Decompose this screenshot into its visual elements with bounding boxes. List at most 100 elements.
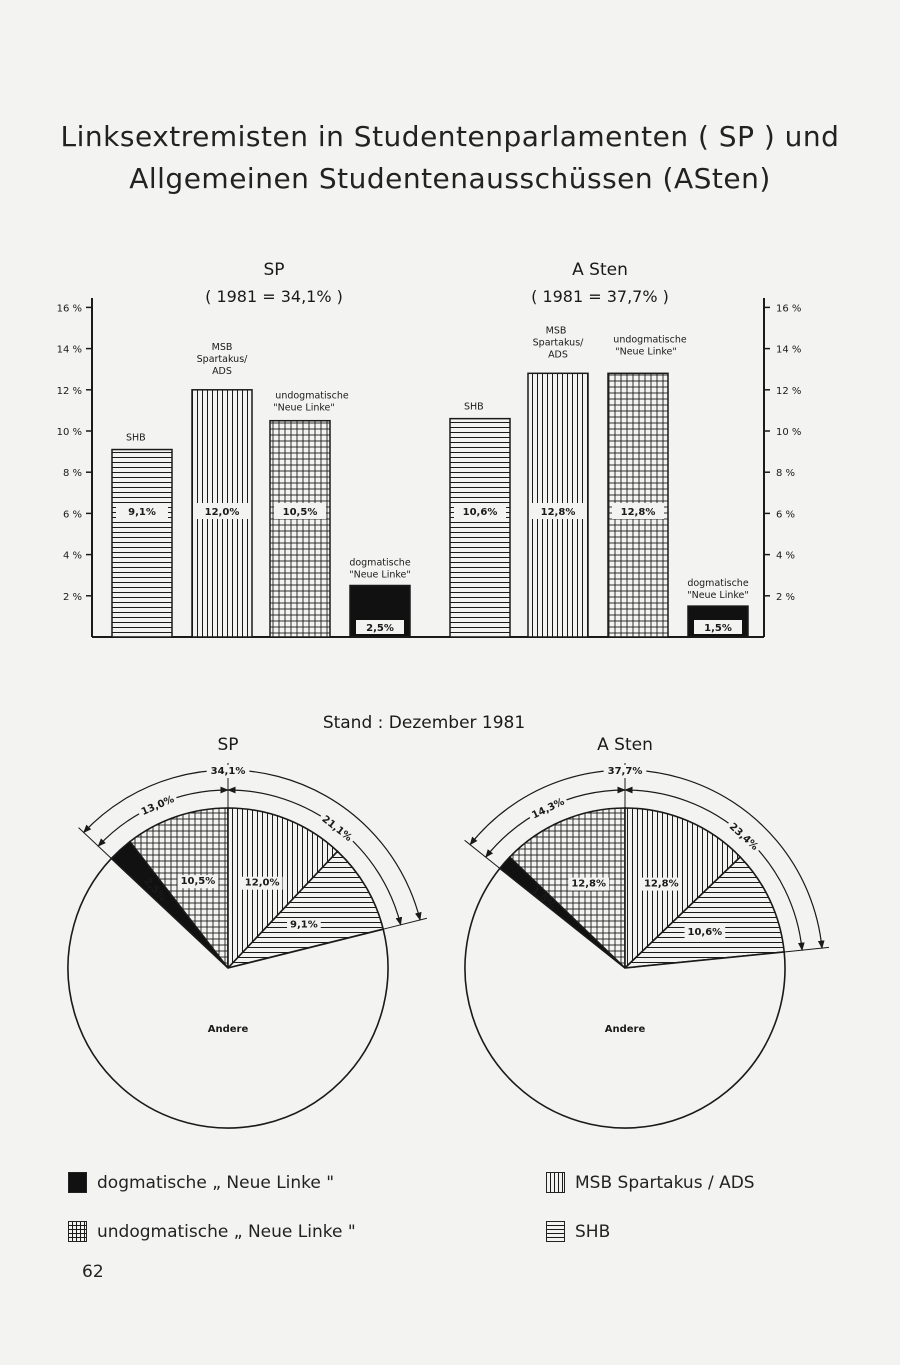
legend-item-shb: SHB [546, 1221, 610, 1242]
bar-value-box [692, 618, 744, 636]
pie-heading: A Sten [597, 735, 653, 755]
bar-category-label: undogmatische [275, 391, 349, 402]
bar-category-label: MSB [546, 325, 567, 336]
bar-category-label: Spartakus/ [533, 337, 585, 348]
pie-slice-label: Andere [605, 1024, 646, 1035]
pie-slice-andere [67, 857, 389, 1129]
y-tick-label-right: 10 % [776, 427, 801, 438]
pie-slice-label: 10,5% [181, 876, 216, 887]
pie-arc-left-label-bg [137, 792, 179, 820]
y-tick-label-right: 14 % [776, 345, 801, 356]
legend-swatch-grid [68, 1221, 87, 1242]
y-tick-label-left: 8 % [63, 468, 82, 479]
pie-slice-label: 10,6% [688, 927, 723, 938]
legend-label-dogmatische: dogmatische „ Neue Linke " [97, 1172, 335, 1193]
y-tick-label-right: 12 % [776, 386, 801, 397]
bar-value-label: 12,8% [621, 507, 656, 518]
pie-caption: Stand : Dezember 1981 [323, 713, 525, 733]
y-tick-label-left: 14 % [57, 345, 82, 356]
pie-total-label: 34,1% [211, 766, 246, 777]
bar-value-label: 2,5% [366, 623, 394, 634]
bar-group-subheading: ( 1981 = 34,1% ) [205, 287, 343, 306]
y-tick-label-left: 16 % [57, 303, 82, 314]
pie-total-label-bg [206, 765, 250, 778]
bar-value-label: 9,1% [128, 507, 156, 518]
y-tick-label-left: 10 % [57, 427, 82, 438]
pie-arc-left-label: 14,3% [530, 797, 566, 822]
legend-swatch-solid [68, 1172, 87, 1193]
pie-slice-label: 12,0% [245, 878, 280, 889]
pie-arc-right-label: 21,1% [320, 814, 354, 844]
legend-swatch-vertical [546, 1172, 565, 1193]
legend-swatch-horizontal [546, 1221, 565, 1242]
pie-total-label-bg [603, 765, 647, 778]
y-tick-label-right: 4 % [776, 551, 795, 562]
bar-category-label: undogmatische [613, 334, 687, 345]
bar-category-label: "Neue Linke" [687, 590, 749, 601]
bar-value-box [454, 503, 506, 519]
page-number: 62 [82, 1262, 104, 1282]
pie-slice-label: Andere [208, 1024, 249, 1035]
bar-value-label: 10,5% [283, 507, 318, 518]
bar-shb [449, 417, 511, 638]
pie-slice-label: 12,8% [644, 879, 679, 890]
y-tick-label-right: 16 % [776, 303, 801, 314]
bar-value-box [116, 503, 168, 519]
legend-label-undogmatische: undogmatische „ Neue Linke " [97, 1221, 356, 1242]
bar-value-box [196, 503, 248, 519]
bar-category-label: ADS [212, 366, 232, 377]
pie-arc-right-label-bg [724, 819, 763, 855]
bar-category-label: Spartakus/ [197, 354, 249, 365]
bar-category-label: "Neue Linke" [273, 403, 335, 414]
pie-arc-left-label-bg [527, 795, 570, 823]
bar-category-label: dogmatische [349, 558, 411, 569]
pie-total-label: 37,7% [608, 766, 643, 777]
bar-value-box [532, 503, 584, 519]
pie-heading: SP [217, 735, 238, 755]
bar-group-heading: SP [263, 260, 284, 280]
bar-category-label: MSB [212, 342, 233, 353]
legend-label-shb: SHB [575, 1221, 611, 1242]
pie-arc-right-label-bg [317, 812, 357, 846]
legend-item-msb: MSB Spartakus / ADS [546, 1172, 755, 1193]
dimension-extension-line [383, 917, 427, 930]
legend-label-msb: MSB Spartakus / ADS [575, 1172, 755, 1193]
y-tick-label-left: 4 % [63, 551, 82, 562]
pie-slice-label: 12,8% [571, 879, 606, 890]
y-tick-label-left: 12 % [57, 386, 82, 397]
bar-category-label: dogmatische [687, 578, 749, 589]
legend-item-dogmatische: dogmatische „ Neue Linke " [68, 1172, 334, 1193]
bar-shb [111, 448, 173, 638]
bar-value-box [354, 618, 406, 636]
pie-arc-left-label: 13,0% [140, 794, 176, 818]
bar-category-label: SHB [464, 402, 484, 413]
bar-value-label: 12,0% [205, 507, 240, 518]
legend-item-undogmatische: undogmatische „ Neue Linke " [68, 1221, 356, 1242]
bar-undogmatische-neue-linke [269, 419, 331, 638]
bar-group-subheading: ( 1981 = 37,7% ) [531, 287, 669, 306]
y-tick-label-right: 2 % [776, 592, 795, 603]
bar-value-label: 1,5% [704, 623, 732, 634]
bar-value-label: 10,6% [463, 507, 498, 518]
bar-value-box [612, 503, 664, 519]
dimension-extension-line [78, 827, 112, 859]
dimension-extension-line [464, 839, 501, 869]
y-tick-label-left: 6 % [63, 509, 82, 520]
dimension-arc-total [469, 769, 825, 949]
y-tick-label-right: 8 % [776, 468, 795, 479]
pie-slice-label: 9,1% [290, 919, 318, 930]
chart-title-line-2: Allgemeinen Studentenausschüssen (ASten) [129, 162, 771, 195]
bar-category-label: ADS [548, 349, 568, 360]
y-tick-label-left: 2 % [63, 592, 82, 603]
dimension-extension-line [784, 946, 830, 953]
bar-category-label: "Neue Linke" [615, 346, 677, 357]
chart-title-line-1: Linksextremisten in Studentenparlamenten… [60, 120, 840, 153]
bar-value-box [274, 503, 326, 519]
y-tick-label-right: 6 % [776, 509, 795, 520]
bar-category-label: SHB [126, 433, 146, 444]
bar-value-label: 12,8% [541, 507, 576, 518]
bar-category-label: "Neue Linke" [349, 570, 411, 581]
dimension-arc-total [83, 769, 422, 921]
